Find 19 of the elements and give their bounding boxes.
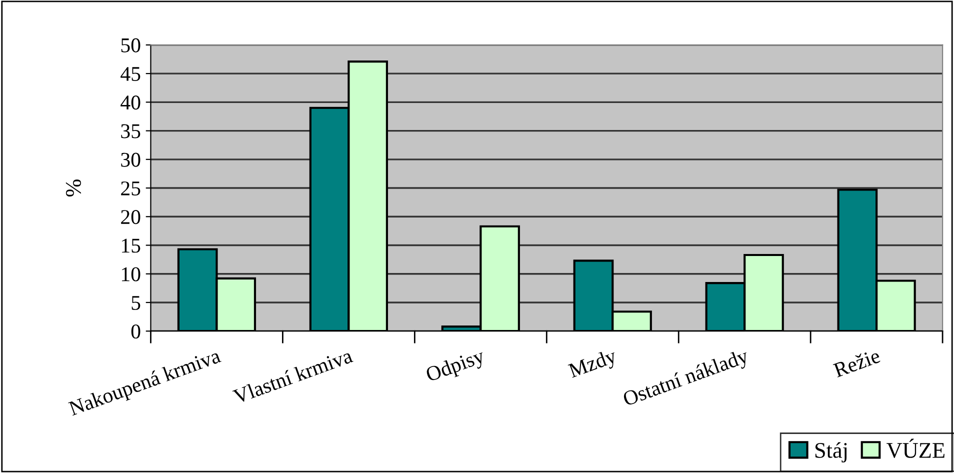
y-tick-label: 50 bbox=[121, 38, 140, 52]
legend-label: VÚZE bbox=[886, 438, 944, 458]
y-tick-label: 20 bbox=[121, 210, 140, 224]
y-tick-label: 25 bbox=[121, 181, 140, 196]
x-tick-label: Režie bbox=[832, 348, 881, 378]
y-axis-title: % bbox=[66, 180, 82, 197]
legend-label: Stáj bbox=[815, 442, 847, 462]
y-tick-label: 10 bbox=[122, 267, 140, 282]
y-tick-label: 15 bbox=[122, 238, 140, 253]
y-tick-label: 45 bbox=[120, 67, 140, 81]
y-tick-label: 35 bbox=[121, 124, 140, 138]
y-tick-label: 30 bbox=[121, 152, 140, 167]
y-tick-label: 40 bbox=[120, 96, 140, 110]
x-tick-label: Odpisy bbox=[424, 348, 488, 386]
x-tick-label: Ostatní náklady bbox=[622, 348, 752, 410]
y-tick-label: 5 bbox=[132, 296, 140, 310]
x-tick-label: Mzdy bbox=[568, 348, 620, 382]
x-tick-label: Vlastní krmiva bbox=[232, 348, 354, 404]
y-tick-label: 0 bbox=[131, 324, 140, 339]
